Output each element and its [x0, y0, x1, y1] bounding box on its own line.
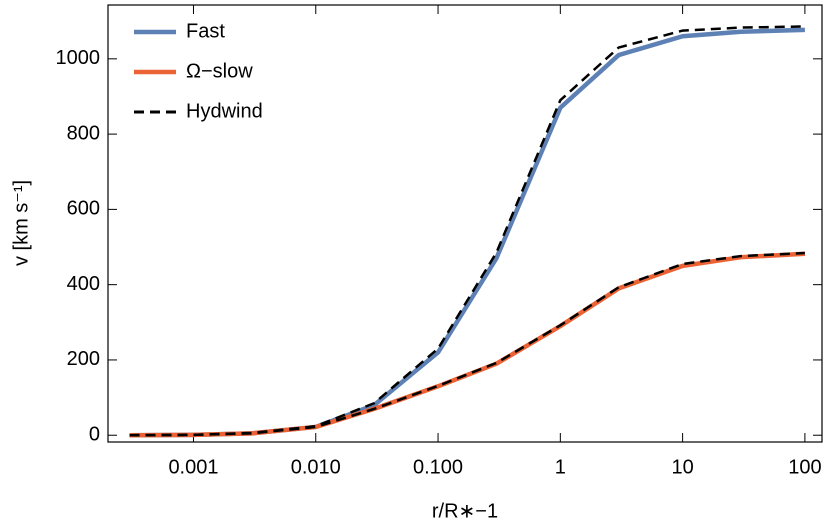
y-axis-label: v [km s⁻¹]	[10, 180, 32, 266]
y-tick-label: 1000	[56, 47, 101, 69]
x-tick-label: 1	[555, 456, 566, 478]
y-tick-label: 200	[67, 348, 100, 370]
legend-label: Ω−slow	[186, 60, 253, 82]
x-tick-label: 10	[671, 456, 693, 478]
legend-label: Hydwind	[186, 100, 263, 122]
legend-label: Fast	[186, 20, 225, 42]
x-tick-label: 0.001	[168, 456, 218, 478]
y-tick-label: 600	[67, 198, 100, 220]
series-line	[129, 251, 806, 438]
y-tick-label: 0	[89, 424, 100, 446]
series-line	[129, 251, 805, 437]
x-axis-label: r/R∗−1	[432, 500, 498, 522]
y-tick-label: 400	[67, 273, 100, 295]
x-tick-label: 0.100	[413, 456, 463, 478]
y-tick-label: 800	[67, 122, 100, 144]
x-tick-label: 100	[788, 456, 821, 478]
x-tick-label: 0.010	[291, 456, 341, 478]
plot-frame	[107, 4, 823, 443]
